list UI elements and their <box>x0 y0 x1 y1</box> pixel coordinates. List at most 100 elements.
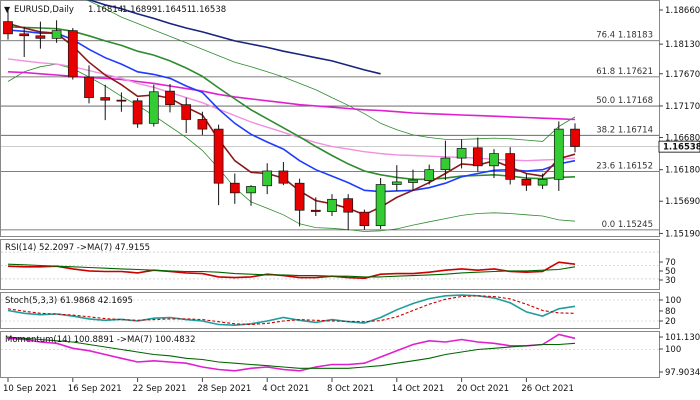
stoch-tick-label: 80 <box>665 307 676 317</box>
ohlc-open: 1.16814 <box>88 5 123 15</box>
rsi-tick-label: 30 <box>665 276 676 286</box>
current-price-label: 1.16538 <box>663 143 700 153</box>
rsi-series-line <box>7 263 576 278</box>
bearish-candle <box>310 209 321 212</box>
stoch-tick-label: 20 <box>665 317 676 327</box>
momentum-series-line <box>7 336 576 369</box>
bearish-candle <box>521 178 532 186</box>
candlesticks <box>3 8 580 231</box>
rsi-panel-title: RSI(14) 52.2097 ->MA(7) 47.9155 <box>5 243 150 253</box>
fib-level-label: 23.6 1.16152 <box>596 161 653 171</box>
bearish-candle <box>294 182 305 211</box>
rsi-tick-label: 50 <box>665 267 676 277</box>
fib-level-label: 76.4 1.18183 <box>596 31 653 41</box>
stoch-series-line <box>7 295 576 326</box>
bearish-candle <box>84 76 94 98</box>
bearish-candle <box>213 128 224 184</box>
stoch-tick-label: 100 <box>665 296 681 306</box>
bearish-candle <box>229 182 240 194</box>
moving-average-line <box>86 0 381 75</box>
momentum-tick-label: 97.9034 <box>665 368 700 378</box>
momentum-tick-label: 101.1306 <box>665 333 700 343</box>
bullish-candle <box>391 181 402 185</box>
bearish-candle <box>181 104 192 120</box>
bearish-candle <box>472 147 483 167</box>
bullish-candle <box>440 157 451 171</box>
moving-averages <box>7 0 576 216</box>
fib-level-label: 50.0 1.17168 <box>596 96 653 106</box>
bullish-candle <box>375 184 386 227</box>
price-tick-label: 1.17670 <box>665 70 700 80</box>
bearish-candle <box>19 33 30 37</box>
moving-average-line <box>7 29 576 193</box>
bearish-candle <box>67 30 78 78</box>
bullish-candle <box>537 178 548 186</box>
envelope-bands <box>7 0 576 232</box>
bearish-candle <box>359 211 370 227</box>
bullish-candle <box>553 128 564 180</box>
price-tick-label: 1.16680 <box>665 133 700 143</box>
date-axis: 10 Sep 2021 16 Sep 2021 22 Sep 2021 28 Sep … <box>3 378 574 394</box>
date-tick-label: 20 Oct 2021 <box>457 384 510 394</box>
momentum-panel-title: Momentum(14) 100.8891 ->MA(7) 100.4832 <box>5 335 195 345</box>
bearish-candle <box>100 97 111 101</box>
moving-average-line <box>7 71 576 121</box>
rsi-series-line <box>7 261 576 280</box>
date-tick-label: 28 Sep 2021 <box>197 384 251 394</box>
date-tick-label: 26 Oct 2021 <box>521 384 574 394</box>
bullish-candle <box>456 148 467 159</box>
bearish-candle <box>35 35 46 39</box>
moving-average-line <box>7 26 576 181</box>
bullish-candle <box>51 30 62 39</box>
main-panel-frame <box>0 0 660 237</box>
stoch-panel-title: Stoch(5,3,3) 61.9868 42.1695 <box>5 296 133 306</box>
bearish-candle <box>3 21 13 35</box>
bullish-candle <box>246 186 256 194</box>
bullish-candle <box>262 170 273 187</box>
price-axis: 1.18660 1.18130 1.17670 1.17170 1.16680 1.161… <box>658 6 700 239</box>
ohlc-low: 1.16451 <box>157 5 192 15</box>
bearish-candle <box>132 100 143 125</box>
bearish-candle <box>197 119 208 130</box>
fib-level-label: 38.2 1.16714 <box>596 125 653 135</box>
bearish-candle <box>505 153 516 180</box>
date-tick-label: 14 Oct 2021 <box>392 384 445 394</box>
chart-symbol: EURUSD,Daily <box>14 5 74 15</box>
price-tick-label: 1.15190 <box>665 229 700 239</box>
bearish-candle <box>343 198 354 213</box>
price-tick-label: 1.16180 <box>665 166 700 176</box>
date-tick-label: 8 Oct 2021 <box>327 384 374 394</box>
date-tick-label: 4 Oct 2021 <box>262 384 309 394</box>
bullish-candle <box>424 169 435 181</box>
fib-level-label: 0.0 1.15245 <box>602 220 653 230</box>
bearish-candle <box>165 90 175 106</box>
date-tick-label: 16 Sep 2021 <box>68 384 122 394</box>
price-tick-label: 1.15690 <box>665 197 700 207</box>
momentum-tick-label: 100 <box>665 345 681 355</box>
price-tick-label: 1.18660 <box>665 6 700 16</box>
ohlc-close: 1.16538 <box>191 5 226 15</box>
bullish-candle <box>327 198 337 212</box>
bullish-candle <box>408 179 418 183</box>
momentum-series-line <box>7 333 576 372</box>
price-tick-label: 1.18130 <box>665 40 700 50</box>
bearish-candle <box>570 128 580 147</box>
chart-header-arrow: ▼ <box>4 5 11 14</box>
rsi-panel-frame <box>0 239 660 290</box>
rsi-tick-label: 70 <box>665 258 676 268</box>
bullish-candle <box>148 91 159 124</box>
bearish-candle <box>116 99 127 102</box>
bullish-candle <box>489 153 499 167</box>
bearish-candle <box>278 170 289 184</box>
momentum-panel-frame <box>0 331 660 378</box>
ohlc-high: 1.16899 <box>122 5 157 15</box>
moving-average-line <box>7 58 576 162</box>
price-tick-label: 1.17170 <box>665 102 700 112</box>
date-tick-label: 10 Sep 2021 <box>3 384 57 394</box>
lower-band-line <box>7 63 576 232</box>
upper-band-line <box>85 0 576 142</box>
date-tick-label: 22 Sep 2021 <box>133 384 187 394</box>
current-price-tag <box>658 140 700 153</box>
